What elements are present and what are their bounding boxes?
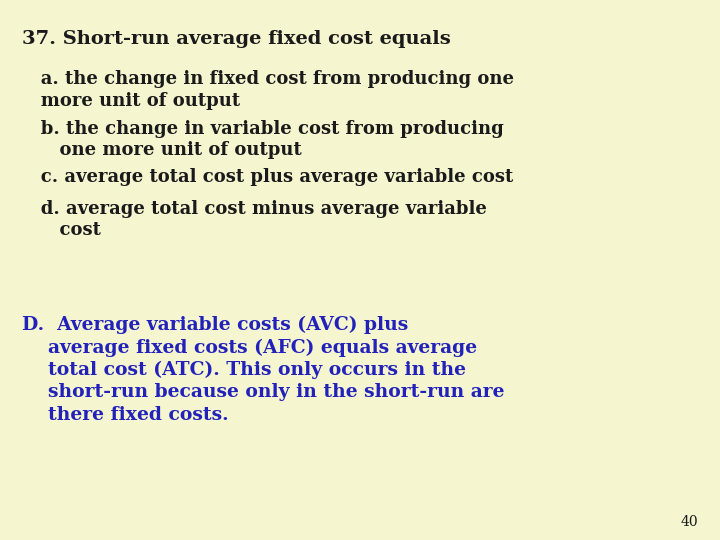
Text: 40: 40: [681, 515, 698, 529]
Text: d. average total cost minus average variable
      cost: d. average total cost minus average vari…: [22, 200, 487, 239]
Text: D.  Average variable costs (AVC) plus
    average fixed costs (AFC) equals avera: D. Average variable costs (AVC) plus ave…: [22, 316, 504, 423]
Text: a. the change in fixed cost from producing one
   more unit of output: a. the change in fixed cost from produci…: [22, 70, 513, 110]
Text: b. the change in variable cost from producing
      one more unit of output: b. the change in variable cost from prod…: [22, 120, 503, 159]
Text: 37. Short-run average fixed cost equals: 37. Short-run average fixed cost equals: [22, 30, 450, 48]
Text: c. average total cost plus average variable cost: c. average total cost plus average varia…: [22, 168, 513, 186]
